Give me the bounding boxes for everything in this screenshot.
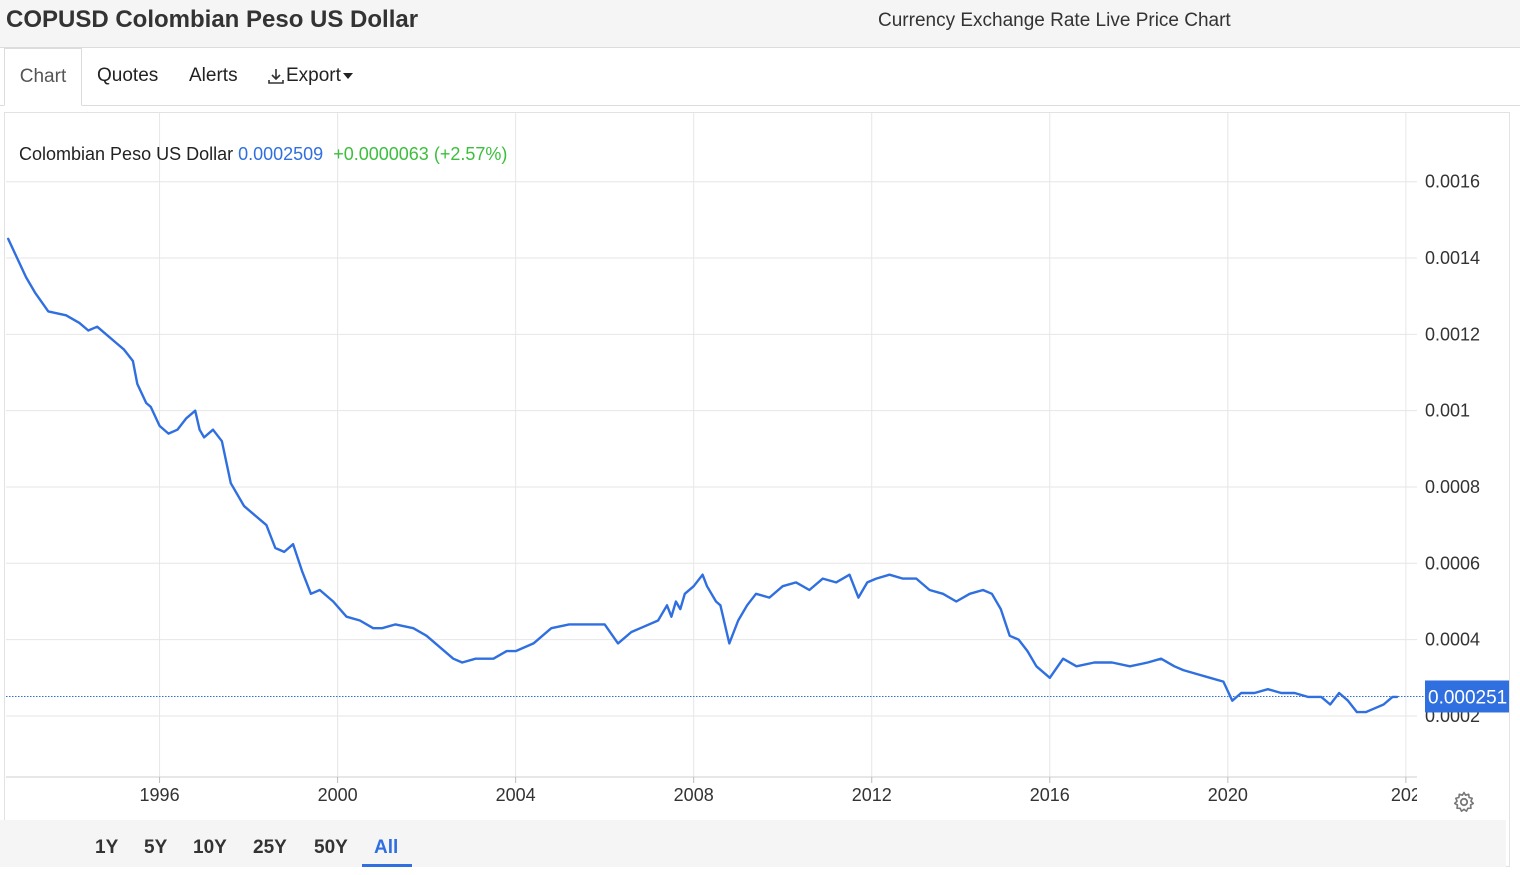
chart-legend: Colombian Peso US Dollar 0.0002509 +0.00… — [19, 144, 507, 165]
tab-alerts[interactable]: Alerts — [189, 65, 238, 86]
caret-down-icon — [342, 72, 353, 79]
x-tick-label: 2020 — [1208, 785, 1248, 805]
y-tick-label: 0.001 — [1425, 401, 1470, 421]
download-icon — [268, 68, 284, 84]
range-button-50y[interactable]: 50Y — [314, 837, 348, 858]
legend-series-name: Colombian Peso US Dollar — [19, 144, 234, 164]
export-label: Export — [286, 65, 341, 86]
last-value-label: 0.000251 — [1428, 687, 1507, 708]
x-tick-label: 2000 — [318, 785, 358, 805]
y-tick-label: 0.0014 — [1425, 248, 1480, 268]
range-button-all[interactable]: All — [374, 837, 399, 858]
series-line[interactable] — [6, 237, 1399, 714]
range-button-10y[interactable]: 10Y — [193, 837, 227, 858]
range-button-1y[interactable]: 1Y — [95, 837, 119, 858]
legend-change: +0.0000063 (+2.57%) — [333, 144, 508, 164]
y-axis: 0.00020.00040.00060.00080.0010.00120.001… — [1425, 172, 1480, 726]
y-tick-label: 0.0006 — [1425, 553, 1480, 573]
active-range-underline — [362, 864, 412, 867]
x-tick-label: 2004 — [496, 785, 536, 805]
range-button-25y[interactable]: 25Y — [253, 837, 287, 858]
range-selector — [0, 820, 1506, 867]
range-button-5y[interactable]: 5Y — [144, 837, 168, 858]
legend-price: 0.0002509 — [238, 144, 324, 164]
x-axis: 1996 2000 2004 2008 2012 2016 2020 202 — [140, 777, 1477, 810]
y-tick-label: 0.0004 — [1425, 630, 1480, 650]
page-subtitle: Currency Exchange Rate Live Price Chart — [878, 10, 1231, 31]
page-title: COPUSD Colombian Peso US Dollar — [6, 6, 419, 33]
last-value-marker: 0.000251 — [6, 680, 1509, 713]
x-tick-label: 2008 — [674, 785, 714, 805]
x-tick-label: 2012 — [852, 785, 892, 805]
tab-chart[interactable]: Chart — [4, 48, 82, 106]
x-tick-label: 2016 — [1030, 785, 1070, 805]
series-layer — [6, 237, 1399, 714]
y-tick-label: 0.0016 — [1425, 172, 1480, 192]
tab-bar: Chart Quotes Alerts Export — [0, 48, 1520, 106]
gear-icon[interactable] — [1452, 790, 1476, 814]
tab-quotes[interactable]: Quotes — [97, 65, 159, 86]
grid — [6, 113, 1417, 778]
export-button[interactable]: Export — [266, 48, 355, 105]
page-header: COPUSD Colombian Peso US Dollar Currency… — [0, 0, 1520, 48]
y-tick-label: 0.0008 — [1425, 477, 1480, 497]
y-tick-label: 0.0012 — [1425, 324, 1480, 344]
x-tick-label: 1996 — [140, 785, 180, 805]
last-value-badge — [1425, 680, 1509, 713]
x-tick-label: 202 — [1391, 785, 1421, 805]
